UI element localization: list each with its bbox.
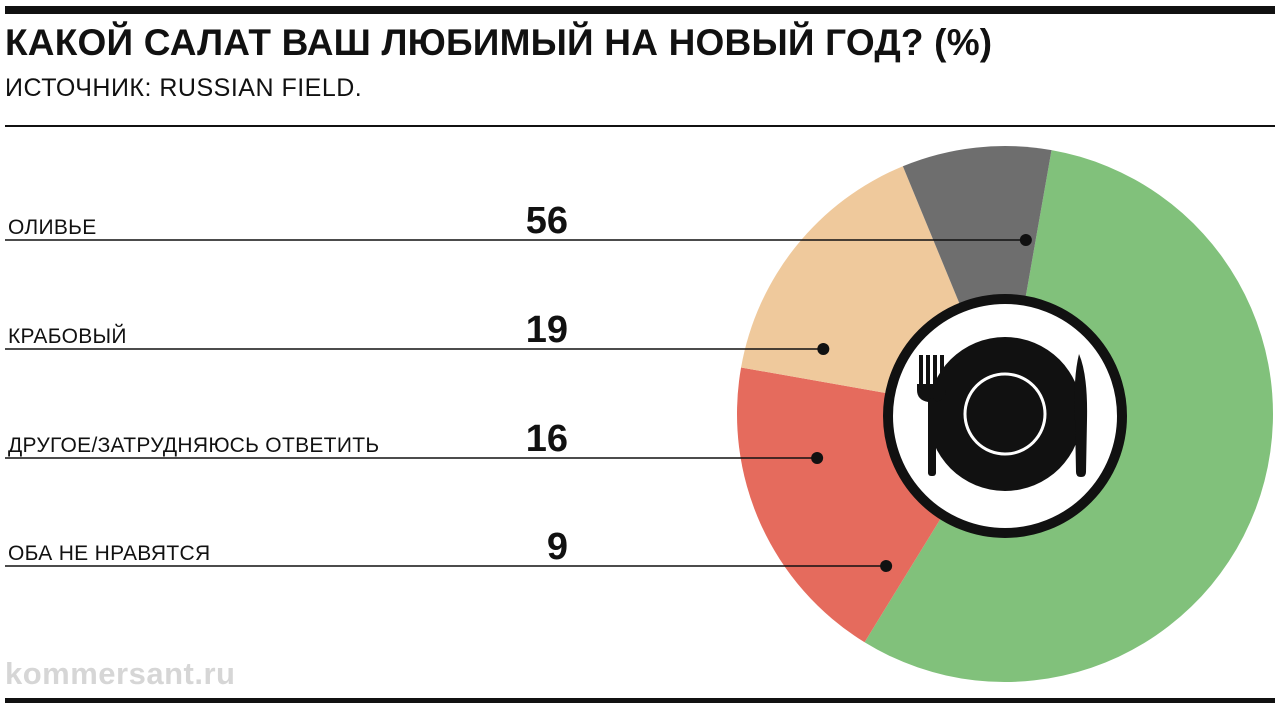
top-rule <box>5 6 1275 14</box>
knife-icon <box>1074 354 1088 477</box>
leader-dot-other <box>811 452 824 464</box>
header-divider <box>5 125 1275 127</box>
legend-label-crab: КРАБОВЫЙ <box>8 324 127 348</box>
legend-label-other: ДРУГОЕ/ЗАТРУДНЯЮСЬ ОТВЕТИТЬ <box>8 434 379 457</box>
source-note: ИСТОЧНИК: RUSSIAN FIELD. <box>5 74 363 102</box>
value-label-olivier: 56 <box>526 200 568 242</box>
plate-fork-knife-icon <box>883 294 1127 538</box>
legend-rows: ОЛИВЬЕ 56 КРАБОВЫЙ 19 ДРУГОЕ/ЗАТРУДНЯЮСЬ ОТВ… <box>5 200 1032 572</box>
bottom-rule <box>5 698 1275 703</box>
chart-title: КАКОЙ САЛАТ ВАШ ЛЮБИМЫЙ НА НОВЫЙ ГОД? (%… <box>5 22 993 63</box>
legend-label-neither: ОБА НЕ НРАВЯТСЯ <box>8 542 210 565</box>
leader-dot-neither <box>880 560 893 572</box>
leader-dot-crab <box>817 343 830 355</box>
value-label-crab: 19 <box>526 309 568 351</box>
value-label-neither: 9 <box>547 526 568 568</box>
legend-label-olivier: ОЛИВЬЕ <box>8 216 97 239</box>
fork-icon <box>917 355 946 476</box>
plate-inner-ring <box>963 372 1047 456</box>
leader-dot-olivier <box>1019 234 1032 246</box>
value-label-other: 16 <box>526 418 568 460</box>
watermark: kommersant.ru <box>5 656 236 691</box>
